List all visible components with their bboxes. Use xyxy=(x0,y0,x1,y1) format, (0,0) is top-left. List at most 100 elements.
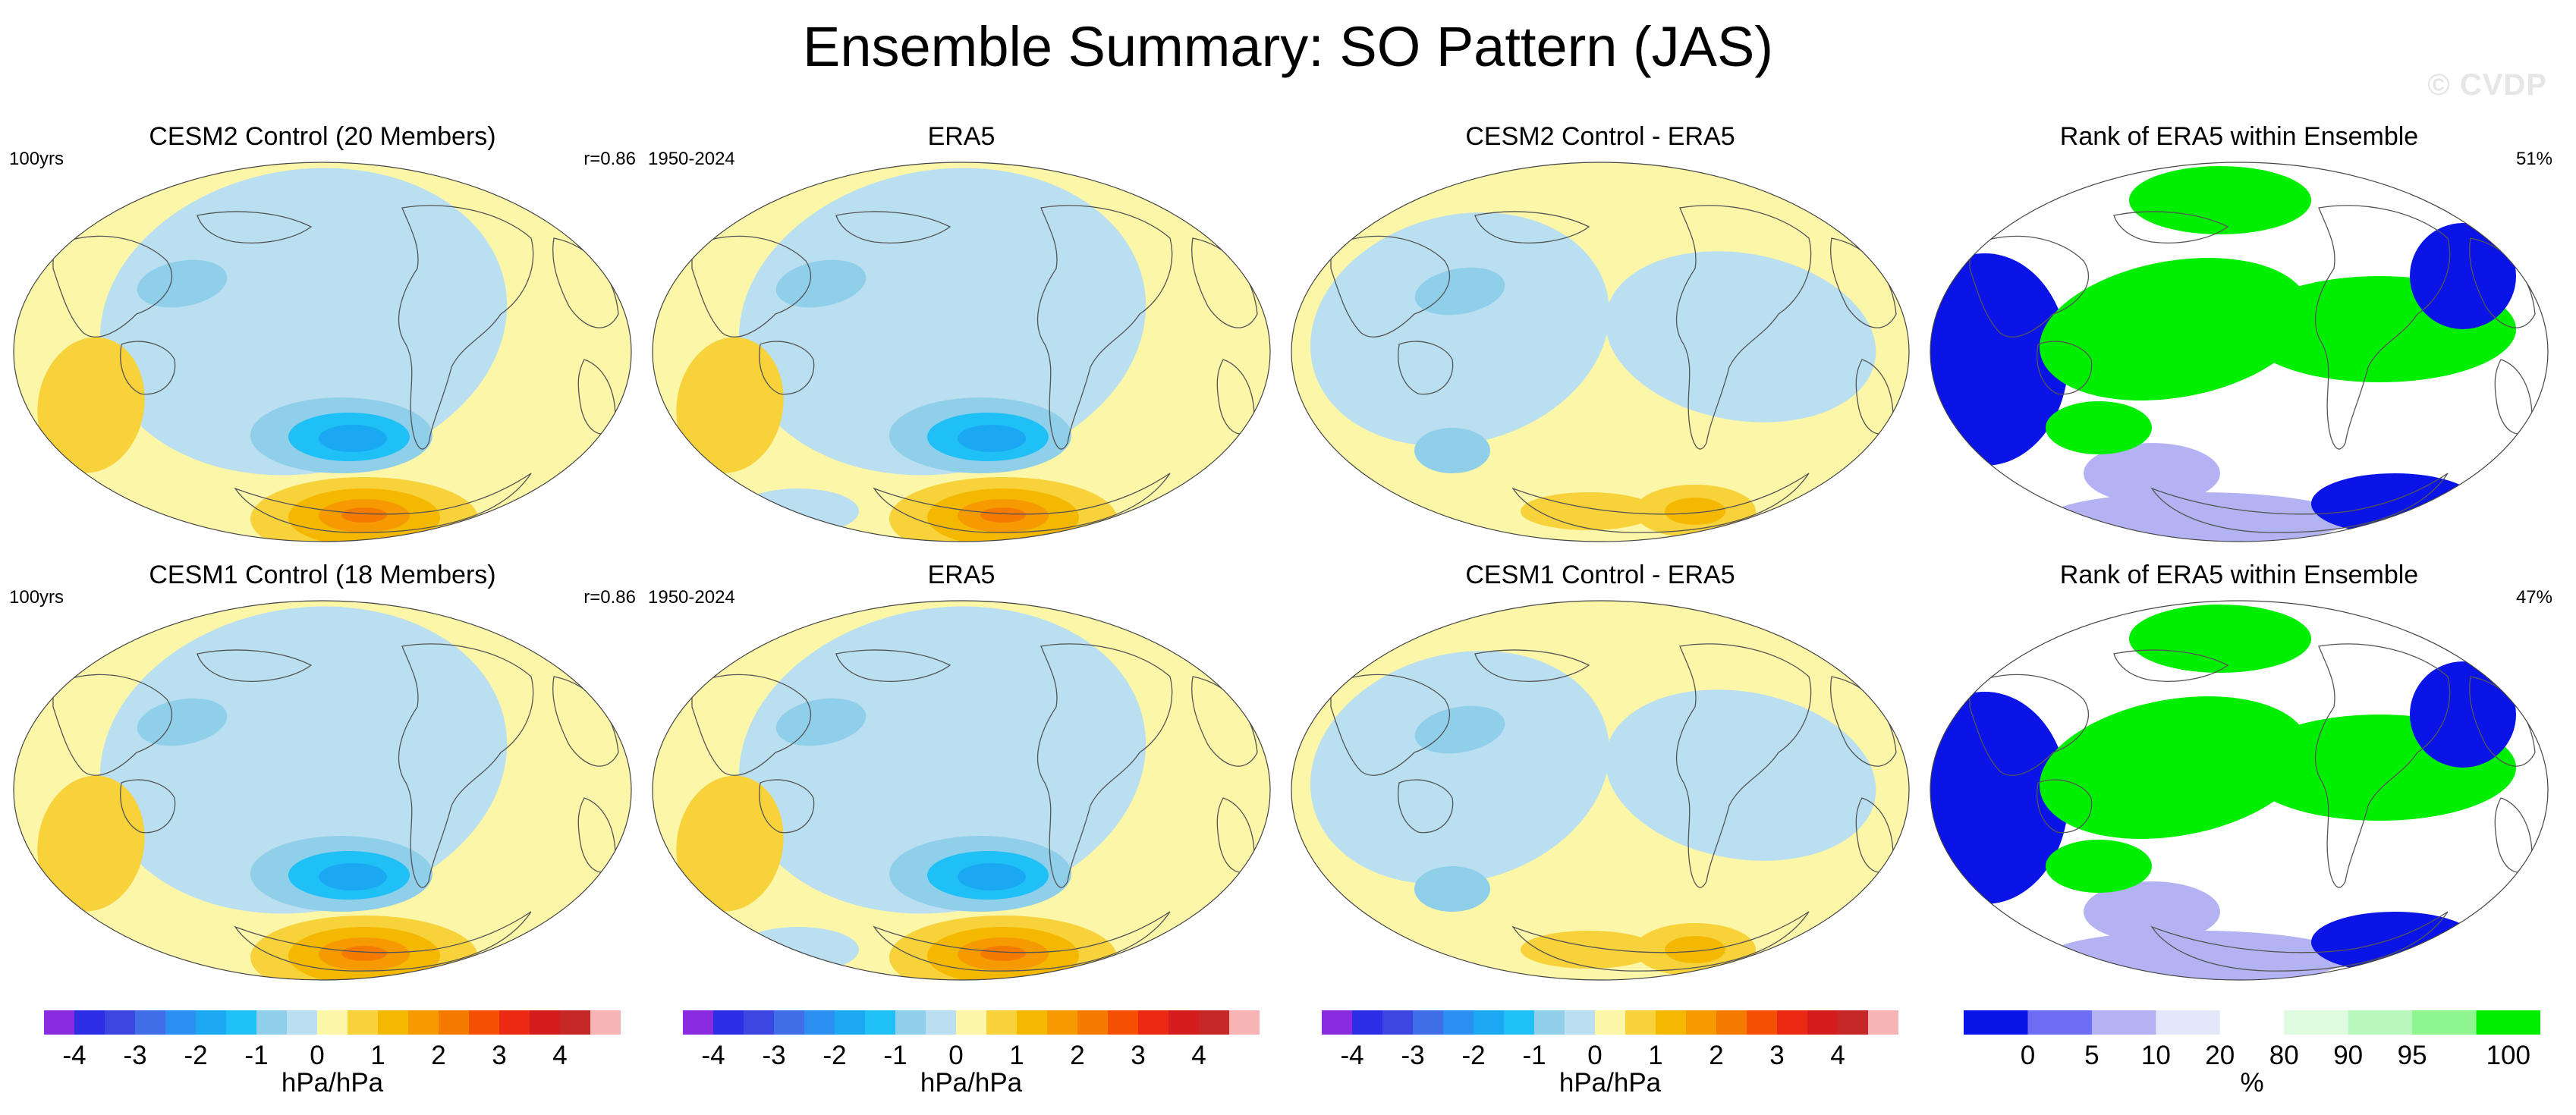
colorbar-tick-label: -3 xyxy=(762,1041,786,1070)
colorbar-tick-label: 1 xyxy=(370,1041,385,1070)
colorbar-swatch xyxy=(1504,1010,1535,1035)
panel-cesm2-control: CESM2 Control (20 Members) 100yrs r=0.86 xyxy=(8,121,637,546)
colorbar-tick-label: 4 xyxy=(1830,1041,1845,1070)
coastline xyxy=(1675,205,1812,450)
negative-region xyxy=(319,863,387,890)
pattern-layer xyxy=(1310,620,1897,976)
rank-percent-label: 47% xyxy=(2515,587,2552,608)
coastline xyxy=(2113,211,2229,243)
map-border xyxy=(1930,162,2549,542)
coastline xyxy=(1855,797,1894,873)
negative-region xyxy=(1414,267,1505,316)
coastline xyxy=(1474,649,1590,682)
pattern-layer xyxy=(1310,182,1897,538)
coastline xyxy=(873,911,1171,972)
colorbar-swatch xyxy=(1777,1010,1808,1035)
negative-region xyxy=(738,488,859,534)
colorbar-swatch xyxy=(2156,1010,2221,1035)
coastline xyxy=(398,205,534,450)
map-cesm2-minus-era5 xyxy=(1291,162,1910,542)
colorbar-swatch xyxy=(2284,1010,2349,1035)
high-rank-region xyxy=(2129,166,2311,234)
negative-region xyxy=(1605,251,1876,422)
colorbar-swatch xyxy=(1077,1010,1109,1035)
panel-title: Rank of ERA5 within Ensemble xyxy=(2059,122,2419,151)
period-label: 100yrs xyxy=(9,587,64,608)
colorbar-tick-label: -1 xyxy=(1522,1041,1546,1070)
panel-title: CESM2 Control - ERA5 xyxy=(1465,122,1735,151)
coastline xyxy=(2494,359,2533,435)
negative-region xyxy=(1310,212,1610,446)
colorbar-tick-label: 4 xyxy=(1191,1041,1206,1070)
colorbar-swatch xyxy=(774,1010,805,1035)
map-era5-r1 xyxy=(652,162,1271,542)
low-rank-region xyxy=(2311,473,2478,534)
colorbar-swatch xyxy=(713,1010,744,1035)
map-era5-r2 xyxy=(652,600,1271,981)
positive-region xyxy=(1665,936,1725,963)
negative-region xyxy=(958,425,1026,452)
negative-region xyxy=(137,259,228,308)
negative-region xyxy=(99,606,508,914)
colorbar-ticks: -4 -3 -2 -1 0 1 2 3 4 xyxy=(683,1041,1260,1071)
coastline xyxy=(1330,674,1450,776)
colorbar-swatch xyxy=(1168,1010,1200,1035)
coastline xyxy=(120,341,176,395)
colorbar-swatch xyxy=(2027,1010,2093,1035)
low-rank-region xyxy=(2084,881,2220,942)
positive-region xyxy=(341,946,387,961)
colorbar-swatch xyxy=(287,1010,318,1035)
colorbar-swatch xyxy=(956,1010,987,1035)
colorbar-swatch xyxy=(1595,1010,1626,1035)
colorbar-tick-label: 95 xyxy=(2397,1041,2427,1070)
colorbar-tick-label: 2 xyxy=(1709,1041,1724,1070)
colorbar-swatch xyxy=(2091,1010,2156,1035)
map-rank-r1 xyxy=(1930,162,2549,542)
positive-region xyxy=(37,775,145,912)
colorbar-tick-label: 0 xyxy=(948,1041,964,1070)
colorbar-swatch xyxy=(926,1010,957,1035)
panel-rank-r2: Rank of ERA5 within Ensemble 47% xyxy=(1924,560,2554,985)
negative-region xyxy=(1414,866,1490,912)
period-label: 1950-2024 xyxy=(648,587,735,608)
colorbar-swatch xyxy=(1352,1010,1383,1035)
negative-region xyxy=(738,168,1146,476)
correlation-label: r=0.86 xyxy=(583,587,636,608)
colorbar-swatch xyxy=(1474,1010,1505,1035)
map-cesm1-minus-era5 xyxy=(1291,600,1910,981)
low-rank-region xyxy=(2311,912,2478,972)
coastline xyxy=(1036,643,1173,888)
colorbar-swatch xyxy=(1199,1010,1230,1035)
colorbar-ticks: -4 -3 -2 -1 0 1 2 3 4 xyxy=(1322,1041,1898,1071)
colorbar-swatch xyxy=(804,1010,835,1035)
panel-title: Rank of ERA5 within Ensemble xyxy=(2059,561,2419,589)
coastline xyxy=(1675,643,1812,888)
high-rank-region xyxy=(2046,401,2152,454)
colorbar-swatch xyxy=(74,1010,105,1035)
coastline xyxy=(1511,911,1810,972)
coastline xyxy=(691,674,811,776)
colorbar-tick-label: 10 xyxy=(2140,1041,2171,1070)
colorbar-tick-label: 100 xyxy=(2486,1041,2530,1070)
colorbar-swatch xyxy=(1229,1010,1260,1035)
low-rank-region xyxy=(2410,223,2516,329)
coastline xyxy=(1036,205,1173,450)
colorbar-swatch xyxy=(1565,1010,1596,1035)
panel-title: ERA5 xyxy=(927,561,995,589)
high-rank-region xyxy=(2129,605,2311,673)
map-rank-r2 xyxy=(1930,600,2549,981)
coastline xyxy=(120,779,176,834)
colorbar-2: -4 -3 -2 -1 0 1 2 3 4 hPa/hPa xyxy=(683,1010,1260,1101)
negative-region xyxy=(775,698,867,746)
colorbar-swatch xyxy=(1868,1010,1899,1035)
panel-title: ERA5 xyxy=(927,122,995,151)
colorbar-swatch xyxy=(560,1010,591,1035)
coastline xyxy=(1216,797,1255,873)
panel-rank-r1: Rank of ERA5 within Ensemble 51% xyxy=(1924,121,2554,546)
coastline xyxy=(873,473,1171,533)
colorbar-tick-label: 1 xyxy=(1648,1041,1663,1070)
colorbar-tick-label: 0 xyxy=(310,1041,325,1070)
coastline xyxy=(835,211,951,243)
colorbar-swatch xyxy=(165,1010,197,1035)
map-border xyxy=(1291,162,1910,542)
